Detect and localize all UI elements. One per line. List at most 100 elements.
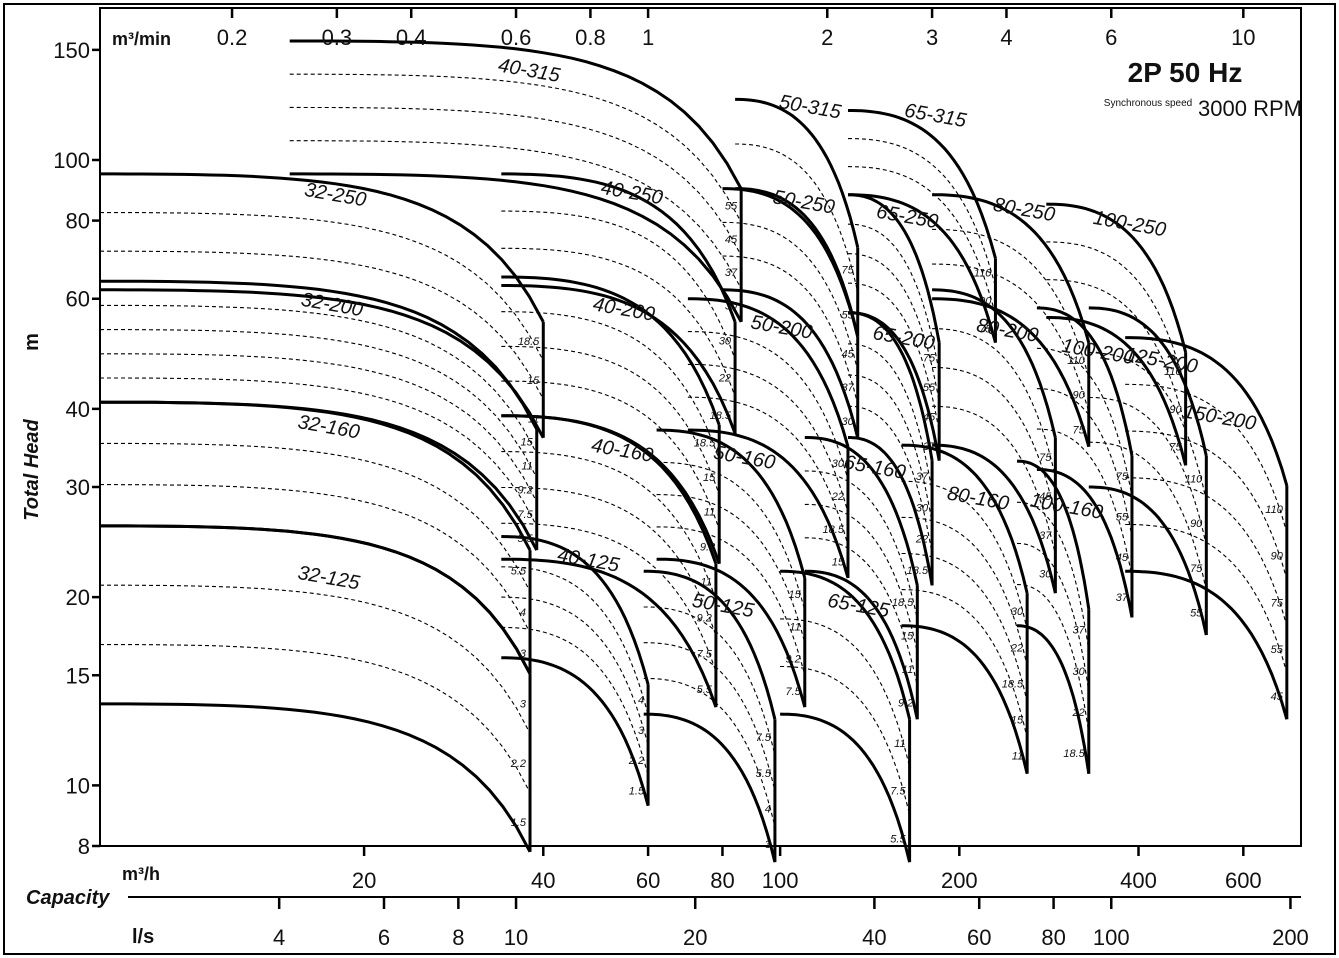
y-tick-label-10: 10 <box>66 773 90 798</box>
motor-rating-32-200-3: 7.5 <box>517 509 533 521</box>
curve-impeller-65-125-2 <box>780 665 911 815</box>
motor-rating-40-315-3: 30 <box>725 300 738 312</box>
motor-rating-32-125-0: 3 <box>520 698 527 710</box>
motor-rating-80-200-1: 45 <box>1039 491 1052 503</box>
y-tick-label-15: 15 <box>66 663 90 688</box>
chart-subtitle: 3000 RPM <box>1198 96 1302 121</box>
motor-rating-32-125-2: 1.5 <box>511 817 527 829</box>
motor-rating-32-200-1: 11 <box>521 460 532 472</box>
y-tick-label-8: 8 <box>78 834 90 859</box>
curve-impeller-100-250-2 <box>1046 279 1187 428</box>
curve-min-65-200 <box>848 436 934 586</box>
curve-min-150-200 <box>1125 569 1289 720</box>
x-top-tick-label-0.4: 0.4 <box>396 25 427 50</box>
motor-rating-65-160-1: 15 <box>901 631 914 643</box>
y-axis-label: Total Head <box>21 418 43 520</box>
x-m3h-tick-label-100: 100 <box>762 868 799 893</box>
curve-min-40-315 <box>289 172 743 323</box>
curve-min-100-200 <box>1036 468 1134 618</box>
x-m3h-unit: m³/h <box>122 864 160 884</box>
curve-impeller-65-160-3 <box>804 537 918 686</box>
x-top-tick-label-0.2: 0.2 <box>217 25 248 50</box>
curve-max-100-200 <box>1036 306 1134 457</box>
curve-min-65-160 <box>804 569 919 720</box>
curve-impeller-50-125-2 <box>643 642 776 791</box>
motor-rating-50-160-0: 15 <box>789 589 802 601</box>
motor-rating-65-125-1: 7.5 <box>890 786 906 798</box>
curve-impeller-32-160-2 <box>100 484 531 633</box>
curve-impeller-100-200-1 <box>1036 347 1133 497</box>
motor-rating-50-200-0: 30 <box>832 458 845 470</box>
curve-impeller-125-200-3 <box>1088 441 1207 591</box>
curve-impeller-40-315-1 <box>289 73 742 223</box>
curve-impeller-40-315-2 <box>289 106 742 256</box>
motor-rating-50-160-3: 7.5 <box>785 686 801 698</box>
motor-rating-50-125-1: 5.5 <box>756 768 772 780</box>
curve-impeller-40-125-2 <box>501 596 649 746</box>
curve-impeller-50-315-1 <box>735 143 859 293</box>
curve-impeller-50-250-2 <box>722 255 859 405</box>
curve-impeller-40-200-2 <box>501 345 720 495</box>
x-m3h-tick-label-60: 60 <box>636 868 660 893</box>
motor-rating-40-200-0: 18.5 <box>694 437 716 449</box>
motor-rating-65-200-1: 30 <box>916 502 929 514</box>
curve-max-150-200 <box>1125 336 1289 487</box>
curve-impeller-50-125-1 <box>643 606 776 756</box>
motor-rating-65-125-0: 11 <box>894 738 905 750</box>
x-ls-tick-label-100: 100 <box>1093 925 1130 950</box>
motor-rating-150-200-2: 75 <box>1271 597 1284 609</box>
motor-rating-100-250-0: 110 <box>1164 366 1182 378</box>
x-top-tick-label-0.8: 0.8 <box>575 25 606 50</box>
y-tick-label-100: 100 <box>53 148 90 173</box>
curve-max-40-250 <box>501 172 737 323</box>
motor-rating-80-200-0: 75 <box>1039 452 1052 464</box>
x-m3h-tick-label-40: 40 <box>531 868 555 893</box>
curve-min-40-250 <box>501 284 737 434</box>
motor-rating-40-315-0: 55 <box>725 201 738 213</box>
curve-min-50-200 <box>687 428 850 579</box>
motor-rating-125-200-0: 110 <box>1185 473 1203 485</box>
motor-rating-50-200-2: 18.5 <box>823 524 845 536</box>
x-top-tick-label-0.3: 0.3 <box>322 25 353 50</box>
curve-impeller-40-200-3 <box>501 380 720 530</box>
y-axis-unit: m <box>21 333 43 351</box>
motor-rating-65-315-1: 90 <box>979 296 992 308</box>
curve-impeller-65-160-1 <box>804 470 918 620</box>
curve-impeller-80-160-2 <box>901 516 1028 666</box>
motor-rating-100-160-2: 22 <box>1072 707 1085 719</box>
curve-min-65-125 <box>780 712 912 863</box>
curve-impeller-80-200-3 <box>932 405 1056 555</box>
curve-impeller-40-160-2 <box>501 486 717 636</box>
motor-rating-65-200-0: 37 <box>916 471 929 483</box>
curve-min-40-160 <box>501 557 718 708</box>
motor-rating-40-315-2: 37 <box>725 267 738 279</box>
motor-rating-50-315-0: 75 <box>841 265 854 277</box>
curve-max-32-200 <box>100 279 539 430</box>
x-top-tick-label-2: 2 <box>821 25 833 50</box>
curve-impeller-50-200-3 <box>687 396 849 546</box>
x-ls-tick-label-60: 60 <box>967 925 991 950</box>
motor-rating-65-200-3: 18.5 <box>907 565 929 577</box>
motor-rating-100-200-3: 37 <box>1116 592 1129 604</box>
curve-impeller-32-160-1 <box>100 442 531 592</box>
curve-impeller-80-250-1 <box>932 228 1090 378</box>
motor-rating-32-160-1: 4 <box>520 607 526 619</box>
y-axis: 8 10 15 20 30 40 60 80 100 150 <box>53 38 100 859</box>
motor-rating-80-200-3: 30 <box>1039 569 1052 581</box>
x-ls-tick-label-200: 200 <box>1272 925 1309 950</box>
curve-impeller-125-200-2 <box>1088 396 1207 546</box>
curve-min-65-250 <box>848 311 941 461</box>
motor-rating-150-200-0: 110 <box>1265 504 1283 516</box>
motor-rating-65-125-2: 5.5 <box>890 833 906 845</box>
curve-impeller-32-200-3 <box>100 353 538 502</box>
curve-max-125-200 <box>1088 306 1208 457</box>
curve-min-32-160 <box>100 524 532 675</box>
curve-impeller-100-160-2 <box>1016 542 1090 692</box>
motor-rating-80-160-2: 18.5 <box>1002 678 1024 690</box>
motor-rating-32-200-0: 15 <box>520 436 533 448</box>
x-axis-m3h: 20 40 60 80 100 200 400 600 <box>100 845 1301 893</box>
x-ls-tick-label-20: 20 <box>683 925 707 950</box>
motor-rating-150-200-4: 45 <box>1271 691 1284 703</box>
curve-impeller-65-160-2 <box>804 503 918 653</box>
curve-impeller-80-160-3 <box>901 552 1028 702</box>
